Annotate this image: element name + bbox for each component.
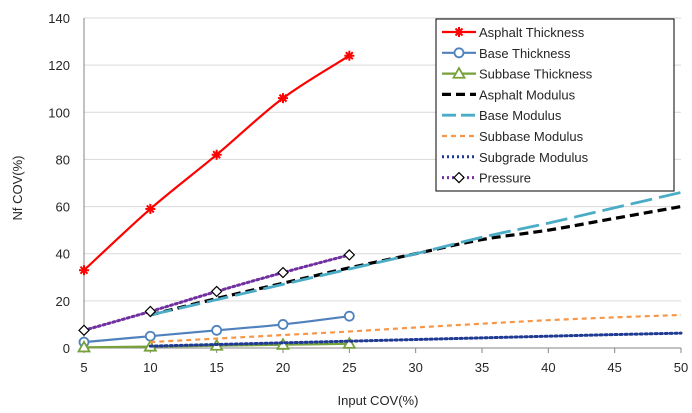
legend-label-base-modulus: Base Modulus	[479, 108, 562, 123]
point-subbase-thickness-marker	[342, 336, 357, 349]
x-tick-label: 25	[342, 360, 356, 375]
legend-item-base-modulus: Base Modulus	[442, 108, 562, 123]
y-tick-label: 140	[48, 11, 70, 26]
series-base-thickness	[78, 310, 355, 348]
point-asphalt-thickness-marker	[79, 265, 89, 276]
x-tick-label: 40	[541, 360, 555, 375]
y-tick-label: 80	[56, 152, 70, 167]
point-base-thickness-marker	[277, 319, 289, 330]
series-line-asphalt-thickness	[83, 54, 350, 272]
series-line-subgrade-modulus	[148, 331, 683, 348]
legend: Asphalt Thickness Base Thickness Subbase T…	[435, 18, 675, 192]
point-asphalt-thickness-marker	[145, 203, 156, 214]
y-tick-label: 20	[56, 294, 70, 309]
point-pressure-marker	[343, 249, 356, 261]
y-axis-title: Nf COV(%)	[10, 156, 25, 221]
legend-label-subbase-modulus: Subbase Modulus	[479, 129, 584, 144]
point-pressure-marker	[210, 285, 223, 298]
legend-label-asphalt-modulus: Asphalt Modulus	[479, 87, 576, 102]
point-pressure-marker	[144, 305, 157, 318]
series-asphalt-thickness	[79, 50, 355, 276]
x-tick-label: 30	[408, 360, 422, 375]
legend-pressure-marker	[453, 171, 465, 184]
legend-box	[435, 18, 675, 192]
legend-label-base-thickness: Base Thickness	[479, 46, 571, 61]
point-pressure-marker	[277, 266, 289, 279]
axes: 0 20 40 60 80 100 120 140 5 10 15 20 25 30 35 40 45 50	[48, 11, 688, 375]
x-tick-label: 50	[674, 360, 688, 375]
series-pressure	[78, 249, 356, 337]
point-base-thickness-marker	[343, 310, 355, 322]
series-line-asphalt-modulus	[149, 204, 682, 317]
series-base-modulus	[150, 191, 682, 317]
legend-label-pressure: Pressure	[479, 171, 531, 186]
x-tick-label: 5	[80, 360, 87, 375]
point-asphalt-thickness-marker	[211, 149, 222, 160]
series-subbase-modulus	[150, 313, 682, 344]
legend-item-subbase-modulus: Subbase Modulus	[442, 129, 584, 144]
series-group	[76, 50, 683, 353]
legend-base-thickness-marker	[453, 47, 465, 59]
legend-label-subbase-thickness: Subbase Thickness	[479, 67, 593, 82]
legend-item-base-thickness: Base Thickness	[442, 46, 571, 61]
legend-item-asphalt-thickness: Asphalt Thickness	[442, 25, 585, 40]
point-pressure-marker	[78, 324, 90, 337]
x-tick-label: 10	[143, 360, 157, 375]
legend-item-subbase-thickness: Subbase Thickness	[442, 66, 593, 82]
point-asphalt-thickness-marker	[278, 93, 288, 104]
legend-item-asphalt-modulus: Asphalt Modulus	[442, 87, 576, 102]
legend-item-subgrade-modulus: Subgrade Modulus	[442, 150, 589, 165]
x-tick-label: 45	[607, 360, 621, 375]
x-tick-label: 15	[209, 360, 223, 375]
x-tick-label: 35	[475, 360, 489, 375]
legend-asphalt-thickness-marker	[454, 27, 464, 37]
y-tick-label: 100	[48, 105, 70, 120]
legend-label-asphalt-thickness: Asphalt Thickness	[479, 25, 585, 40]
series-line-base-modulus	[150, 191, 682, 317]
legend-label-subgrade-modulus: Subgrade Modulus	[479, 150, 589, 165]
point-base-thickness-marker	[211, 324, 223, 336]
legend-item-pressure: Pressure	[442, 171, 531, 186]
y-tick-label: 0	[63, 341, 70, 356]
x-axis-title: Input COV(%)	[338, 393, 419, 408]
series-asphalt-modulus	[149, 204, 682, 317]
point-asphalt-thickness-marker	[344, 50, 355, 61]
legend-subbase-thickness-marker	[451, 66, 467, 79]
y-tick-label: 120	[48, 58, 70, 73]
x-tick-label: 20	[276, 360, 290, 375]
series-line-subbase-modulus	[150, 313, 682, 344]
y-tick-label: 40	[56, 247, 70, 262]
point-subbase-thickness-marker	[76, 339, 92, 353]
y-tick-label: 60	[56, 200, 70, 215]
series-subgrade-modulus	[148, 331, 683, 348]
